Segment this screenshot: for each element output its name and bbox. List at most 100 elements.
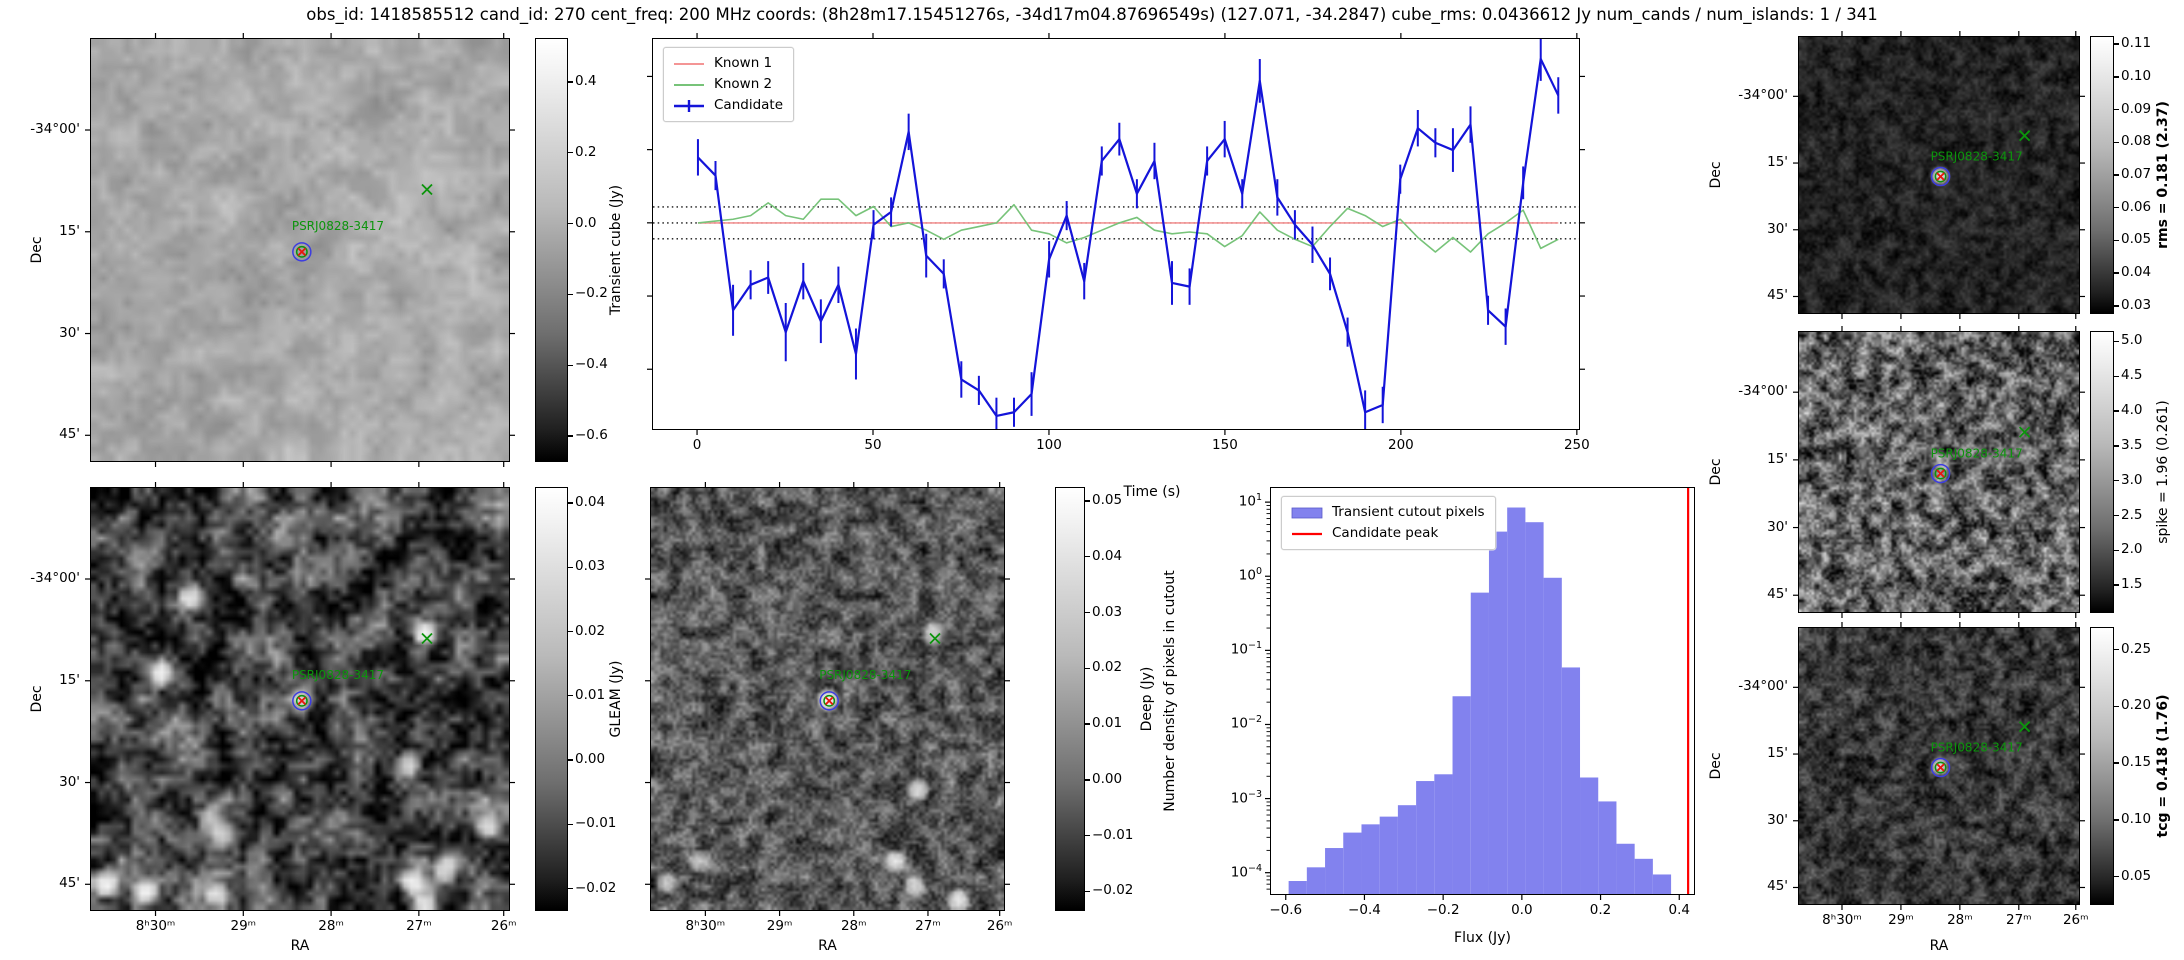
hist-y-tick-label: 100 (1238, 566, 1262, 584)
hist-y-tick-label: 10−4 (1230, 862, 1262, 881)
gleam-colorbar-label: GLEAM (Jy) (608, 660, 624, 738)
colorbar-tick (2114, 375, 2119, 377)
colorbar-tick-label: 0.20 (2121, 697, 2152, 714)
colorbar-tick (2114, 445, 2119, 447)
colorbar-tick (2114, 141, 2119, 143)
lightcurve-legend: Known 1 Known 2 Candidate (663, 47, 795, 122)
colorbar-tick-label: −0.4 (575, 356, 608, 373)
colorbar-tick-label: 5.0 (2121, 332, 2143, 349)
colorbar-tick-label: 0.03 (575, 558, 606, 575)
flux-tick-label: −0.6 (1269, 902, 1303, 918)
colorbar-tick (1085, 723, 1090, 725)
colorbar-tick-label: 0.00 (575, 751, 606, 768)
colorbar-tick (2114, 480, 2119, 482)
colorbar-tick-label: 2.0 (2121, 541, 2143, 558)
ra-tick-label: 26ᵐ (490, 918, 517, 934)
flux-tick-label: 0.0 (1511, 902, 1533, 918)
colorbar-tick-label: −0.6 (575, 427, 608, 444)
rms-colorbar-label: rms = 0.181 (2.37) (2155, 101, 2171, 249)
colorbar-tick-label: 0.25 (2121, 640, 2152, 657)
tcg-colorbar-label: tcg = 0.418 (1.76) (2155, 694, 2171, 838)
colorbar-tick (568, 502, 573, 504)
dec-tick-label: 15' (1767, 450, 1788, 467)
colorbar-tick (568, 435, 573, 437)
colorbar-tick-label: 4.0 (2121, 402, 2143, 419)
ra-tick-label: 26ᵐ (2062, 912, 2089, 928)
colorbar-tick-label: 0.0 (575, 214, 597, 231)
colorbar-tick (2114, 108, 2119, 111)
colorbar-tick (2114, 549, 2119, 552)
time-tick-label: 100 (1036, 437, 1062, 453)
deep-panel: PSRJ0828-3417 (650, 487, 1005, 911)
legend-item: Transient cutout pixels (1290, 502, 1485, 523)
dec-tick-label: 15' (1767, 154, 1788, 171)
time-axis-label: Time (s) (1123, 484, 1181, 500)
dec-tick-label: -34°00' (1738, 678, 1788, 695)
colorbar-tick-label: −0.01 (575, 815, 617, 832)
figure-title: obs_id: 1418585512 cand_id: 270 cent_fre… (306, 5, 1878, 24)
legend-item: Known 1 (672, 53, 783, 74)
ra-axis-label: RA (818, 938, 837, 954)
legend-item: Candidate (672, 95, 783, 116)
flux-tick-label: 0.2 (1589, 902, 1612, 918)
colorbar-tick-label: 0.04 (2121, 264, 2152, 281)
source-label: PSRJ0828-3417 (819, 668, 911, 682)
source-label: PSRJ0828-3417 (1931, 446, 2023, 460)
deep-colorbar (1055, 487, 1085, 911)
colorbar-tick-label: −0.02 (1092, 882, 1134, 899)
hist-y-tick-label: 10−3 (1230, 788, 1262, 807)
colorbar-tick (2114, 819, 2119, 821)
source-label: PSRJ0828-3417 (292, 219, 384, 233)
colorbar-tick (568, 695, 573, 697)
legend-item-label: Candidate (714, 97, 784, 113)
ra-tick-label: 28ᵐ (318, 918, 344, 934)
colorbar-tick-label: 0.08 (2121, 133, 2152, 150)
colorbar-tick-label: 0.10 (2121, 67, 2152, 84)
legend-item: Candidate peak (1290, 523, 1485, 544)
hist-y-tick-label: 10−2 (1230, 714, 1262, 732)
deep-colorbar-label: Deep (Jy) (1139, 666, 1155, 732)
histogram-legend: Transient cutout pixels Candidate peak (1281, 496, 1496, 550)
source-label: PSRJ0828-3417 (292, 668, 384, 682)
dec-axis-label: Dec (29, 236, 45, 264)
colorbar-tick-label: 0.4 (575, 72, 597, 89)
ra-tick-label: 29ᵐ (1888, 912, 1914, 928)
time-tick-label: 200 (1387, 437, 1414, 453)
colorbar-tick (568, 222, 573, 225)
colorbar-tick-label: 0.04 (575, 494, 606, 511)
lightcurve-panel (652, 38, 1580, 430)
transient-colorbar-label: Transient cube (Jy) (608, 184, 624, 316)
colorbar-tick-label: 3.0 (2121, 471, 2143, 488)
histogram-panel (1270, 487, 1695, 895)
legend-item-label: Candidate peak (1332, 525, 1439, 541)
rms-colorbar (2090, 36, 2114, 314)
dec-tick-label: 30' (59, 324, 80, 341)
dec-tick-label: 30' (1767, 220, 1788, 237)
colorbar-tick (568, 823, 573, 825)
flux-tick-label: −0.4 (1348, 902, 1381, 918)
colorbar-tick (2114, 648, 2119, 651)
ra-tick-label: 27ᵐ (406, 918, 432, 934)
spike-panel: PSRJ0828-3417 (1798, 331, 2080, 613)
ra-tick-label: 27ᵐ (915, 918, 941, 934)
ra-tick-label: 27ᵐ (2006, 912, 2032, 928)
flux-tick-label: −0.2 (1426, 902, 1460, 918)
ra-tick-label: 28ᵐ (1947, 912, 1973, 928)
time-tick-label: 250 (1563, 437, 1590, 453)
dec-tick-label: 45' (1767, 586, 1788, 603)
colorbar-tick-label: 1.5 (2121, 576, 2143, 593)
flux-tick-label: 0.4 (1668, 902, 1690, 918)
colorbar-tick (2114, 174, 2119, 176)
colorbar-tick (2114, 410, 2119, 412)
ra-tick-label: 29ᵐ (766, 918, 793, 934)
gleam-panel: PSRJ0828-3417 (90, 487, 510, 911)
colorbar-tick-label: 0.10 (2121, 810, 2152, 827)
histogram-y-axis-label: Number density of pixels in cutout (1162, 570, 1178, 812)
colorbar-tick-label: 0.01 (575, 686, 606, 703)
ra-tick-label: 29ᵐ (230, 918, 257, 934)
dec-tick-label: 30' (1767, 518, 1788, 535)
colorbar-tick (2114, 584, 2119, 586)
colorbar-tick-label: −0.2 (575, 285, 608, 302)
colorbar-tick (2114, 762, 2119, 764)
ra-tick-label: 26ᵐ (986, 918, 1013, 934)
